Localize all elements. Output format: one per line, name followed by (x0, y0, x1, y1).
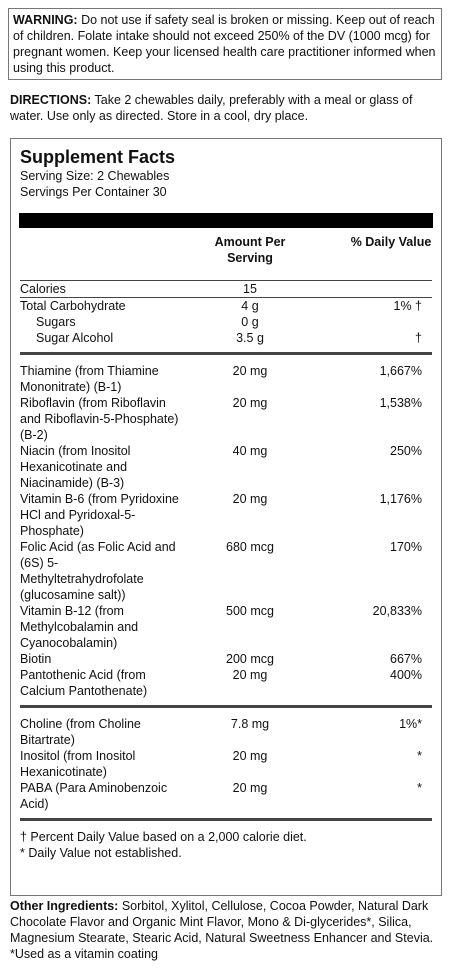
row: Riboflavin (from Riboflavin and Riboflav… (20, 395, 432, 443)
footnotes: † Percent Daily Value based on a 2,000 c… (20, 818, 432, 861)
nutrient: Biotin (20, 652, 52, 666)
amount: 680 mcg (226, 540, 274, 554)
nutrient: Inositol (from Inositol Hexanicotinate) (20, 749, 136, 779)
row: Pantothenic Acid (from Calcium Pantothen… (20, 667, 432, 699)
daily-value: 1,538% (379, 396, 422, 410)
amount: 20 mg (232, 396, 268, 410)
row: Sugar Alcohol 3.5 g † (20, 330, 432, 346)
daily-value: 170% (390, 540, 422, 554)
nutrient: Calories (20, 282, 66, 296)
daily-value: 20,833% (372, 604, 422, 618)
row: PABA (Para Aminobenzoic Acid) 20 mg * (20, 780, 432, 812)
amount: 20 mg (232, 492, 268, 506)
row: Vitamin B-12 (from Methylcobalamin and C… (20, 603, 432, 651)
daily-value: 1,667% (379, 364, 422, 378)
row: Folic Acid (as Folic Acid and (6S) 5-Met… (20, 539, 432, 603)
nutrient: Riboflavin (from Riboflavin and Riboflav… (20, 396, 179, 442)
footnote: † Percent Daily Value based on a 2,000 c… (20, 830, 307, 844)
daily-value: † (415, 331, 422, 345)
facts-title: Supplement Facts (20, 147, 176, 167)
amount: 200 mcg (226, 652, 274, 666)
nutrient: Choline (from Choline Bitartrate) (20, 717, 141, 747)
header: Amount Per Serving (214, 235, 286, 265)
warning-text: Do not use if safety seal is broken or m… (13, 13, 436, 75)
row: Biotin 200 mcg 667% (20, 651, 432, 667)
ingredients-text: Sorbitol, Xylitol, Cellulose, Cocoa Powd… (10, 899, 434, 961)
directions: DIRECTIONS: Take 2 chewables daily, pref… (10, 92, 435, 124)
amount: 40 mg (232, 444, 268, 458)
amount: 0 g (241, 315, 259, 329)
daily-value: 1%* (399, 717, 422, 731)
amount: 20 mg (232, 364, 268, 378)
facts-panel: Supplement Facts Serving Size: 2 Chewabl… (10, 138, 442, 896)
nutrient: Sugar Alcohol (36, 331, 114, 345)
daily-value: 667% (390, 652, 422, 666)
header-row: Amount Per Serving % Daily Value (20, 234, 432, 266)
row: Inositol (from Inositol Hexanicotinate) 2… (20, 748, 432, 780)
footnote: * Daily Value not established. (20, 846, 182, 860)
row: Vitamin B-6 (from Pyridoxine HCl and Pyr… (20, 491, 432, 539)
warning-box: WARNING: Do not use if safety seal is br… (8, 8, 442, 80)
amount: 20 mg (232, 668, 268, 682)
amount: 20 mg (232, 749, 268, 763)
nutrient: Thiamine (from Thiamine Mononitrate) (B-… (20, 364, 159, 394)
amount: 20 mg (232, 781, 268, 795)
nutrient: Total Carbohydrate (20, 299, 126, 313)
rule (20, 280, 432, 281)
daily-value: * (417, 781, 422, 795)
section: Choline (from Choline Bitartrate) 7.8 mg 1… (20, 705, 432, 812)
servings: Servings Per Container 30 (20, 185, 167, 199)
ingredients-label: Other Ingredients: (10, 899, 119, 913)
row: Calories 15 (20, 281, 432, 298)
nutrient: Pantothenic Acid (from Calcium Pantothen… (20, 668, 148, 698)
daily-value (320, 314, 432, 330)
nutrient: Vitamin B-12 (from Methylcobalamin and C… (20, 604, 139, 650)
amount: 3.5 g (236, 331, 264, 345)
header: % Daily Value (350, 235, 432, 249)
row: Choline (from Choline Bitartrate) 7.8 mg 1… (20, 716, 432, 748)
warning-label: WARNING: (13, 13, 78, 27)
amount: 7.8 mg (230, 717, 270, 731)
row: Sugars 0 g (20, 314, 432, 330)
amount: 4 g (241, 299, 259, 313)
nutrient: Sugars (36, 315, 76, 329)
row: Thiamine (from Thiamine Mononitrate) (B-… (20, 363, 432, 395)
rule (19, 213, 433, 228)
nutrient: Vitamin B-6 (from Pyridoxine HCl and Pyr… (20, 492, 179, 538)
row: Niacin (from Inositol Hexanicotinate and… (20, 443, 432, 491)
serving-size: Serving Size: 2 Chewables (20, 169, 170, 183)
nutrient: PABA (Para Aminobenzoic Acid) (20, 781, 168, 811)
daily-value: 400% (390, 668, 422, 682)
nutrient: Folic Acid (as Folic Acid and (6S) 5-Met… (20, 540, 176, 602)
amount: 15 (243, 282, 257, 296)
nutrient: Niacin (from Inositol Hexanicotinate and… (20, 444, 131, 490)
row: Total Carbohydrate 4 g 1% † (20, 298, 432, 314)
section: Thiamine (from Thiamine Mononitrate) (B-… (20, 352, 432, 699)
daily-value: 250% (390, 444, 422, 458)
amount: 500 mcg (226, 604, 274, 618)
directions-text: Take 2 chewables daily, preferably with … (10, 93, 413, 123)
daily-value: * (417, 749, 422, 763)
daily-value: 1% † (393, 299, 423, 313)
directions-label: DIRECTIONS: (10, 93, 92, 107)
other-ingredients: Other Ingredients: Sorbitol, Xylitol, Ce… (10, 898, 440, 962)
daily-value: 1,176% (379, 492, 422, 506)
